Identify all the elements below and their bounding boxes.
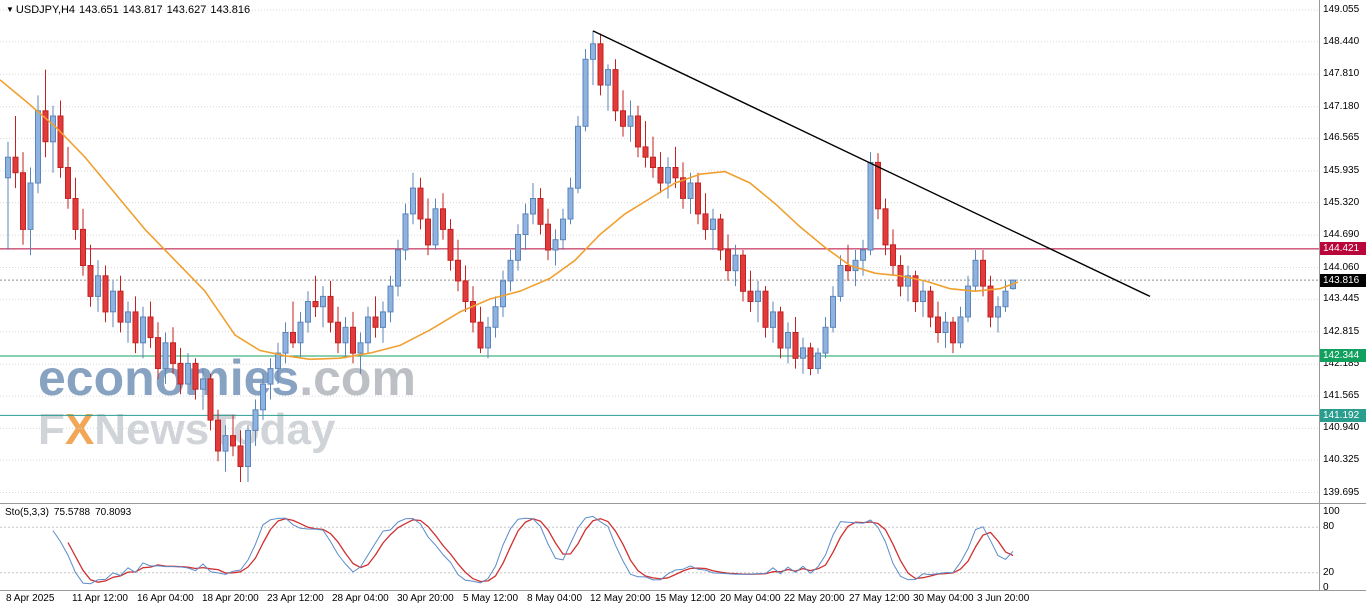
- time-axis-label: 30 May 04:00: [913, 593, 974, 604]
- time-axis-label: 11 Apr 12:00: [72, 593, 128, 604]
- price-level-badge: 142.344: [1320, 349, 1366, 363]
- price-axis-label: 148.440: [1323, 35, 1360, 47]
- ohlc-close: 143.816: [210, 4, 251, 16]
- ohlc-high: 143.817: [122, 4, 163, 16]
- panel-separator[interactable]: [0, 503, 1366, 504]
- time-axis-label: 18 Apr 20:00: [202, 593, 259, 604]
- price-axis-label: 145.320: [1323, 196, 1360, 208]
- price-axis-label: 146.565: [1323, 132, 1360, 144]
- stoch-scale-label: 0: [1323, 582, 1329, 593]
- time-axis-label: 30 Apr 20:00: [397, 593, 454, 604]
- stochastic-header: Sto(5,3,3) 75.5788 70.8093: [5, 507, 136, 518]
- time-axis-label: 28 Apr 04:00: [332, 593, 389, 604]
- price-axis-label: 142.185: [1323, 358, 1360, 370]
- price-axis-label: 144.060: [1323, 261, 1360, 273]
- price-axis-label: 143.445: [1323, 293, 1360, 305]
- symbol-timeframe-label: USDJPY,H4: [15, 4, 76, 16]
- price-axis-label: 144.690: [1323, 229, 1360, 241]
- price-axis-label: 145.935: [1323, 164, 1360, 176]
- time-axis-label: 8 Apr 2025: [6, 593, 55, 604]
- time-axis-label: 20 May 04:00: [720, 593, 781, 604]
- price-level-badge: 141.192: [1320, 408, 1366, 422]
- watermark-brand: economies.com: [38, 350, 416, 406]
- price-axis-label: 141.565: [1323, 390, 1360, 402]
- stoch-scale-label: 20: [1323, 566, 1335, 578]
- stochastic-name: Sto(5,3,3): [5, 507, 49, 518]
- price-axis-label: 147.180: [1323, 100, 1360, 112]
- stoch-scale-label: 80: [1323, 521, 1335, 533]
- time-axis-label: 5 May 12:00: [463, 593, 519, 604]
- price-axis-label: 140.325: [1323, 454, 1360, 466]
- current-price-badge: 143.816: [1320, 273, 1366, 287]
- time-axis-label: 23 Apr 12:00: [267, 593, 324, 604]
- time-axis-label: 15 May 12:00: [655, 593, 716, 604]
- watermark-tagline: FXNewsToday: [38, 404, 336, 454]
- price-axis-label: 149.055: [1323, 4, 1360, 16]
- symbol-dropdown-icon[interactable]: ▼: [6, 5, 14, 14]
- price-axis[interactable]: 149.055 148.440 147.810 147.180 146.565 145.9…: [1319, 0, 1366, 593]
- time-axis-label: 3 Jun 20:00: [977, 593, 1030, 604]
- ohlc-low: 143.627: [166, 4, 207, 16]
- stochastic-value-d: 70.8093: [95, 507, 132, 518]
- price-axis-label: 140.940: [1323, 422, 1360, 434]
- price-axis-label: 147.810: [1323, 68, 1360, 80]
- axis-separator: [0, 590, 1366, 591]
- time-axis-label: 8 May 04:00: [527, 593, 583, 604]
- price-axis-label: 142.815: [1323, 325, 1360, 337]
- price-level-badge: 144.421: [1320, 242, 1366, 256]
- price-axis-label: 139.695: [1323, 486, 1360, 498]
- time-axis-label: 22 May 20:00: [784, 593, 845, 604]
- price-chart-canvas[interactable]: [0, 0, 1319, 503]
- time-axis-label: 12 May 20:00: [590, 593, 651, 604]
- time-axis-label: 16 Apr 04:00: [137, 593, 194, 604]
- stochastic-canvas[interactable]: [0, 504, 1319, 590]
- stochastic-value-k: 75.5788: [53, 507, 91, 518]
- time-axis[interactable]: 8 Apr 2025 11 Apr 12:00 16 Apr 04:00 18 Apr…: [0, 593, 1366, 613]
- ohlc-open: 143.651: [79, 4, 119, 16]
- stoch-scale-label: 100: [1323, 506, 1340, 517]
- watermark: economies.com FXNewsToday: [38, 352, 416, 453]
- time-axis-label: 27 May 12:00: [849, 593, 910, 604]
- chart-ohlc-header: ▼ USDJPY,H4 143.651 143.817 143.627 143.816: [6, 4, 254, 16]
